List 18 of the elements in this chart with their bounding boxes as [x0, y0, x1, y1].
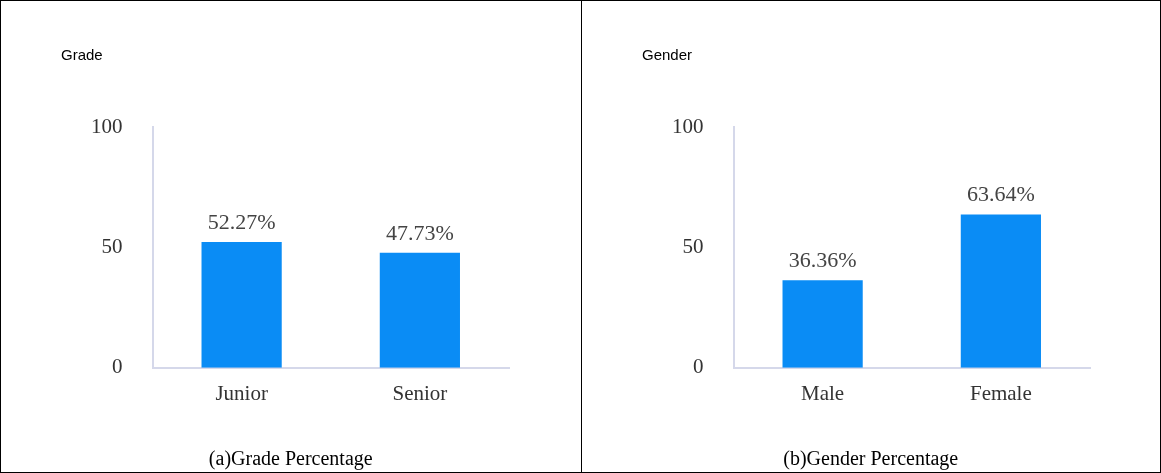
data-label: 52.27%: [207, 208, 276, 234]
y-tick-label: 0: [112, 354, 123, 379]
text: (b)Gender Percentage: [782, 447, 960, 470]
y-tick-label: 50: [101, 233, 123, 258]
x-tick-label: Senior: [392, 380, 448, 405]
chart-title: Grade: [61, 46, 103, 64]
x-tick-label: Junior: [215, 380, 268, 405]
chart-title: Gender: [641, 46, 692, 64]
data-label: 63.64%: [966, 181, 1035, 207]
data-label: 47.73%: [385, 219, 454, 245]
x-tick-label: Female: [969, 380, 1032, 405]
data-label: 36.36%: [788, 247, 857, 273]
y-tick-label: 50: [682, 233, 703, 258]
y-tick-label: 100: [91, 113, 123, 138]
y-tick-label: 100: [671, 113, 703, 138]
x-tick-label: Male: [800, 380, 844, 405]
y-tick-label: 0: [692, 354, 703, 379]
text: (a)Grade Percentage: [207, 447, 374, 470]
